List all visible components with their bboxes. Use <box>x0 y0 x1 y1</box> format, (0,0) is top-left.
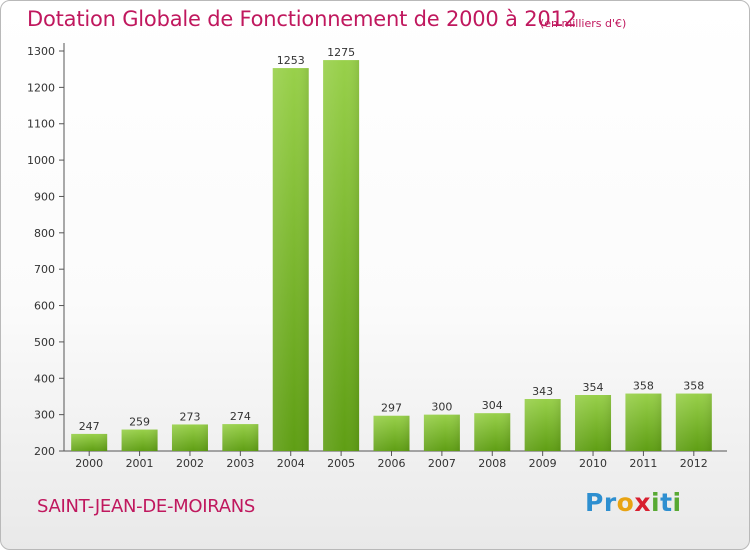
brand-letter: P <box>585 488 604 517</box>
x-tick-label: 2006 <box>378 457 406 470</box>
x-tick-label: 2009 <box>529 457 557 470</box>
x-tick-label: 2004 <box>277 457 305 470</box>
data-label: 1275 <box>327 46 355 59</box>
x-tick-label: 2000 <box>75 457 103 470</box>
y-tick-label: 900 <box>34 190 55 203</box>
data-label: 343 <box>532 385 553 398</box>
brand-letter: i <box>672 488 682 517</box>
y-tick-label: 1000 <box>27 154 55 167</box>
bar-shade <box>222 424 259 451</box>
brand-letter: i <box>651 488 661 517</box>
y-tick-label: 800 <box>34 227 55 240</box>
y-tick-label: 700 <box>34 263 55 276</box>
x-tick-label: 2011 <box>629 457 657 470</box>
x-tick-label: 2012 <box>680 457 708 470</box>
brand-letter: r <box>603 488 617 517</box>
data-label: 274 <box>230 410 251 423</box>
chart-bars <box>71 60 712 451</box>
data-label: 358 <box>683 380 704 393</box>
bar-shade <box>575 395 612 451</box>
data-label: 297 <box>381 402 402 415</box>
bar-shade <box>323 60 360 451</box>
brand-logo: Proxiti <box>585 488 682 517</box>
brand-letter: t <box>660 488 673 517</box>
bar-shade <box>474 413 511 451</box>
chart-subtitle: (en milliers d'€) <box>540 17 627 30</box>
bar-shade <box>171 424 208 451</box>
data-label: 1253 <box>277 54 305 67</box>
x-tick-label: 2003 <box>226 457 254 470</box>
x-tick-label: 2001 <box>126 457 154 470</box>
bar-shade <box>272 68 309 451</box>
bar-shade <box>423 414 460 451</box>
bar-shade <box>675 393 712 451</box>
brand-letter: o <box>616 488 635 517</box>
data-label: 259 <box>129 416 150 429</box>
y-tick-label: 1100 <box>27 118 55 131</box>
x-tick-label: 2005 <box>327 457 355 470</box>
chart-labels: 2000 247 2001 259 2002 273 2003 274 2004 1253 2005… <box>75 46 708 470</box>
bar-shade <box>524 399 561 451</box>
x-tick-label: 2008 <box>478 457 506 470</box>
data-label: 358 <box>633 380 654 393</box>
y-tick-label: 200 <box>34 445 55 458</box>
x-tick-label: 2010 <box>579 457 607 470</box>
data-label: 273 <box>179 410 200 423</box>
bar-shade <box>373 415 410 451</box>
y-tick-label: 1300 <box>27 45 55 58</box>
x-tick-label: 2007 <box>428 457 456 470</box>
bar-shade <box>71 433 108 451</box>
data-label: 304 <box>482 399 503 412</box>
y-tick-label: 400 <box>34 372 55 385</box>
x-tick-label: 2002 <box>176 457 204 470</box>
data-label: 354 <box>583 381 604 394</box>
y-tick-label: 1200 <box>27 81 55 94</box>
commune-name: SAINT-JEAN-DE-MOIRANS <box>37 496 256 517</box>
bar-shade <box>121 429 158 451</box>
chart-axes: 200 300 400 500 600 700 800 900 1000 1100 1200 1300 <box>27 43 727 458</box>
brand-letter: x <box>634 488 651 517</box>
bar-shade <box>625 393 662 451</box>
data-label: 300 <box>431 401 452 414</box>
chart-title: Dotation Globale de Fonctionnement de 20… <box>27 7 577 31</box>
y-tick-label: 600 <box>34 300 55 313</box>
y-tick-label: 300 <box>34 409 55 422</box>
y-tick-label: 500 <box>34 336 55 349</box>
data-label: 247 <box>79 420 100 433</box>
